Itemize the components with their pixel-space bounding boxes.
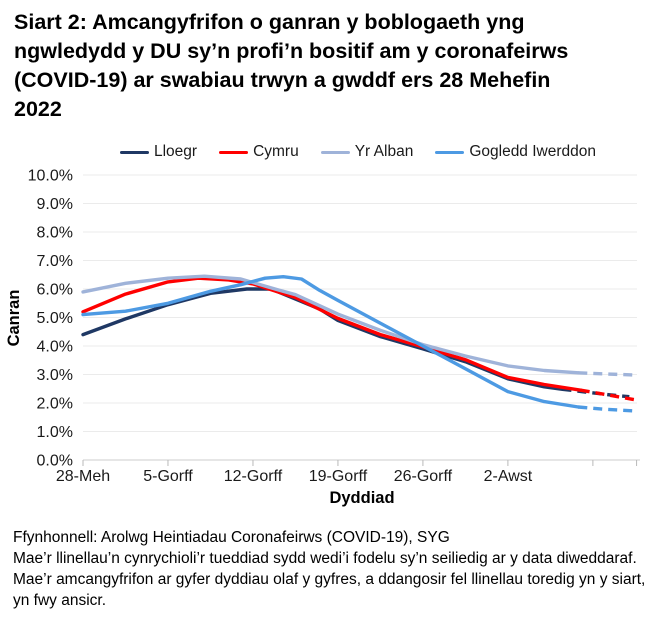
x-tick-label: 5-Gorff xyxy=(143,468,193,485)
legend-item-yr-alban: Yr Alban xyxy=(320,143,414,161)
source-note: Ffynhonnell: Arolwg Heintiadau Coronafei… xyxy=(13,527,656,611)
source-line: Ffynhonnell: Arolwg Heintiadau Coronafei… xyxy=(13,529,450,546)
series-line-yr-alban xyxy=(81,274,580,375)
x-tick-label: 2-Awst xyxy=(484,468,533,485)
x-tick-label: 26-Gorff xyxy=(394,468,453,485)
y-tick-label: 6.0% xyxy=(37,282,73,299)
x-tick-label: 28-Meh xyxy=(56,468,110,485)
legend-swatch-lloegr xyxy=(119,150,149,154)
y-tick-label: 5.0% xyxy=(37,310,73,327)
y-tick-label: 10.0% xyxy=(28,168,73,185)
series-line-dashed-yr-alban xyxy=(578,371,637,377)
source-line: yn fwy ansicr. xyxy=(13,592,107,609)
legend-swatch-yr-alban xyxy=(320,150,350,154)
legend-swatch-cymru xyxy=(219,150,249,154)
line-chart: 28-Meh 5-Gorff 12-Gorff 19-Gorff 26-Gorff 2-A… xyxy=(5,168,640,507)
chart-title-line: (COVID-19) ar swabiau trwyn a gwddf ers … xyxy=(14,68,551,92)
x-tick-label: 19-Gorff xyxy=(309,468,368,485)
x-tick-label: 12-Gorff xyxy=(224,468,283,485)
legend-item-lloegr: Lloegr xyxy=(119,143,198,161)
legend-label: Lloegr xyxy=(153,143,198,160)
series-line-dashed-gogledd-iwerddon xyxy=(578,405,637,413)
legend-swatch-gogledd-iwerddon xyxy=(435,150,465,154)
chart-legend: Lloegr Cymru Yr Alban Gogledd Iwerddon xyxy=(60,143,656,161)
series-line-gogledd-iwerddon xyxy=(81,275,580,409)
legend-item-gogledd-iwerddon: Gogledd Iwerddon xyxy=(435,143,596,161)
legend-label: Gogledd Iwerddon xyxy=(469,143,596,160)
chart-title-line: ngwledydd y DU sy’n profi’n bositif am y… xyxy=(14,39,569,63)
x-axis-title: Dyddiad xyxy=(329,489,394,507)
series-line-dashed-cymru xyxy=(580,388,637,402)
y-tick-label: 7.0% xyxy=(37,253,73,270)
y-tick-label: 3.0% xyxy=(37,367,73,384)
chart-title-line: 2022 xyxy=(14,97,62,121)
legend-label: Yr Alban xyxy=(354,143,414,160)
legend-item-cymru: Cymru xyxy=(219,143,299,161)
y-tick-label: 0.0% xyxy=(37,453,73,470)
legend-label: Cymru xyxy=(253,143,299,160)
source-line: Mae’r llinellau’n cynrychioli’r tueddiad… xyxy=(13,550,637,567)
y-axis-title: Canran xyxy=(5,290,23,347)
source-line: Mae’r amcangyfrifon ar gyfer dyddiau ola… xyxy=(13,571,646,588)
series-line-cymru xyxy=(81,276,583,392)
chart-title-line: Siart 2: Amcangyfrifon o ganran y boblog… xyxy=(14,10,525,34)
chart-title: Siart 2: Amcangyfrifon o ganran y boblog… xyxy=(14,8,654,124)
y-tick-label: 1.0% xyxy=(37,424,73,441)
y-tick-label: 8.0% xyxy=(37,225,73,242)
y-tick-label: 2.0% xyxy=(37,396,73,413)
y-tick-label: 9.0% xyxy=(37,196,73,213)
y-tick-label: 4.0% xyxy=(37,339,73,356)
